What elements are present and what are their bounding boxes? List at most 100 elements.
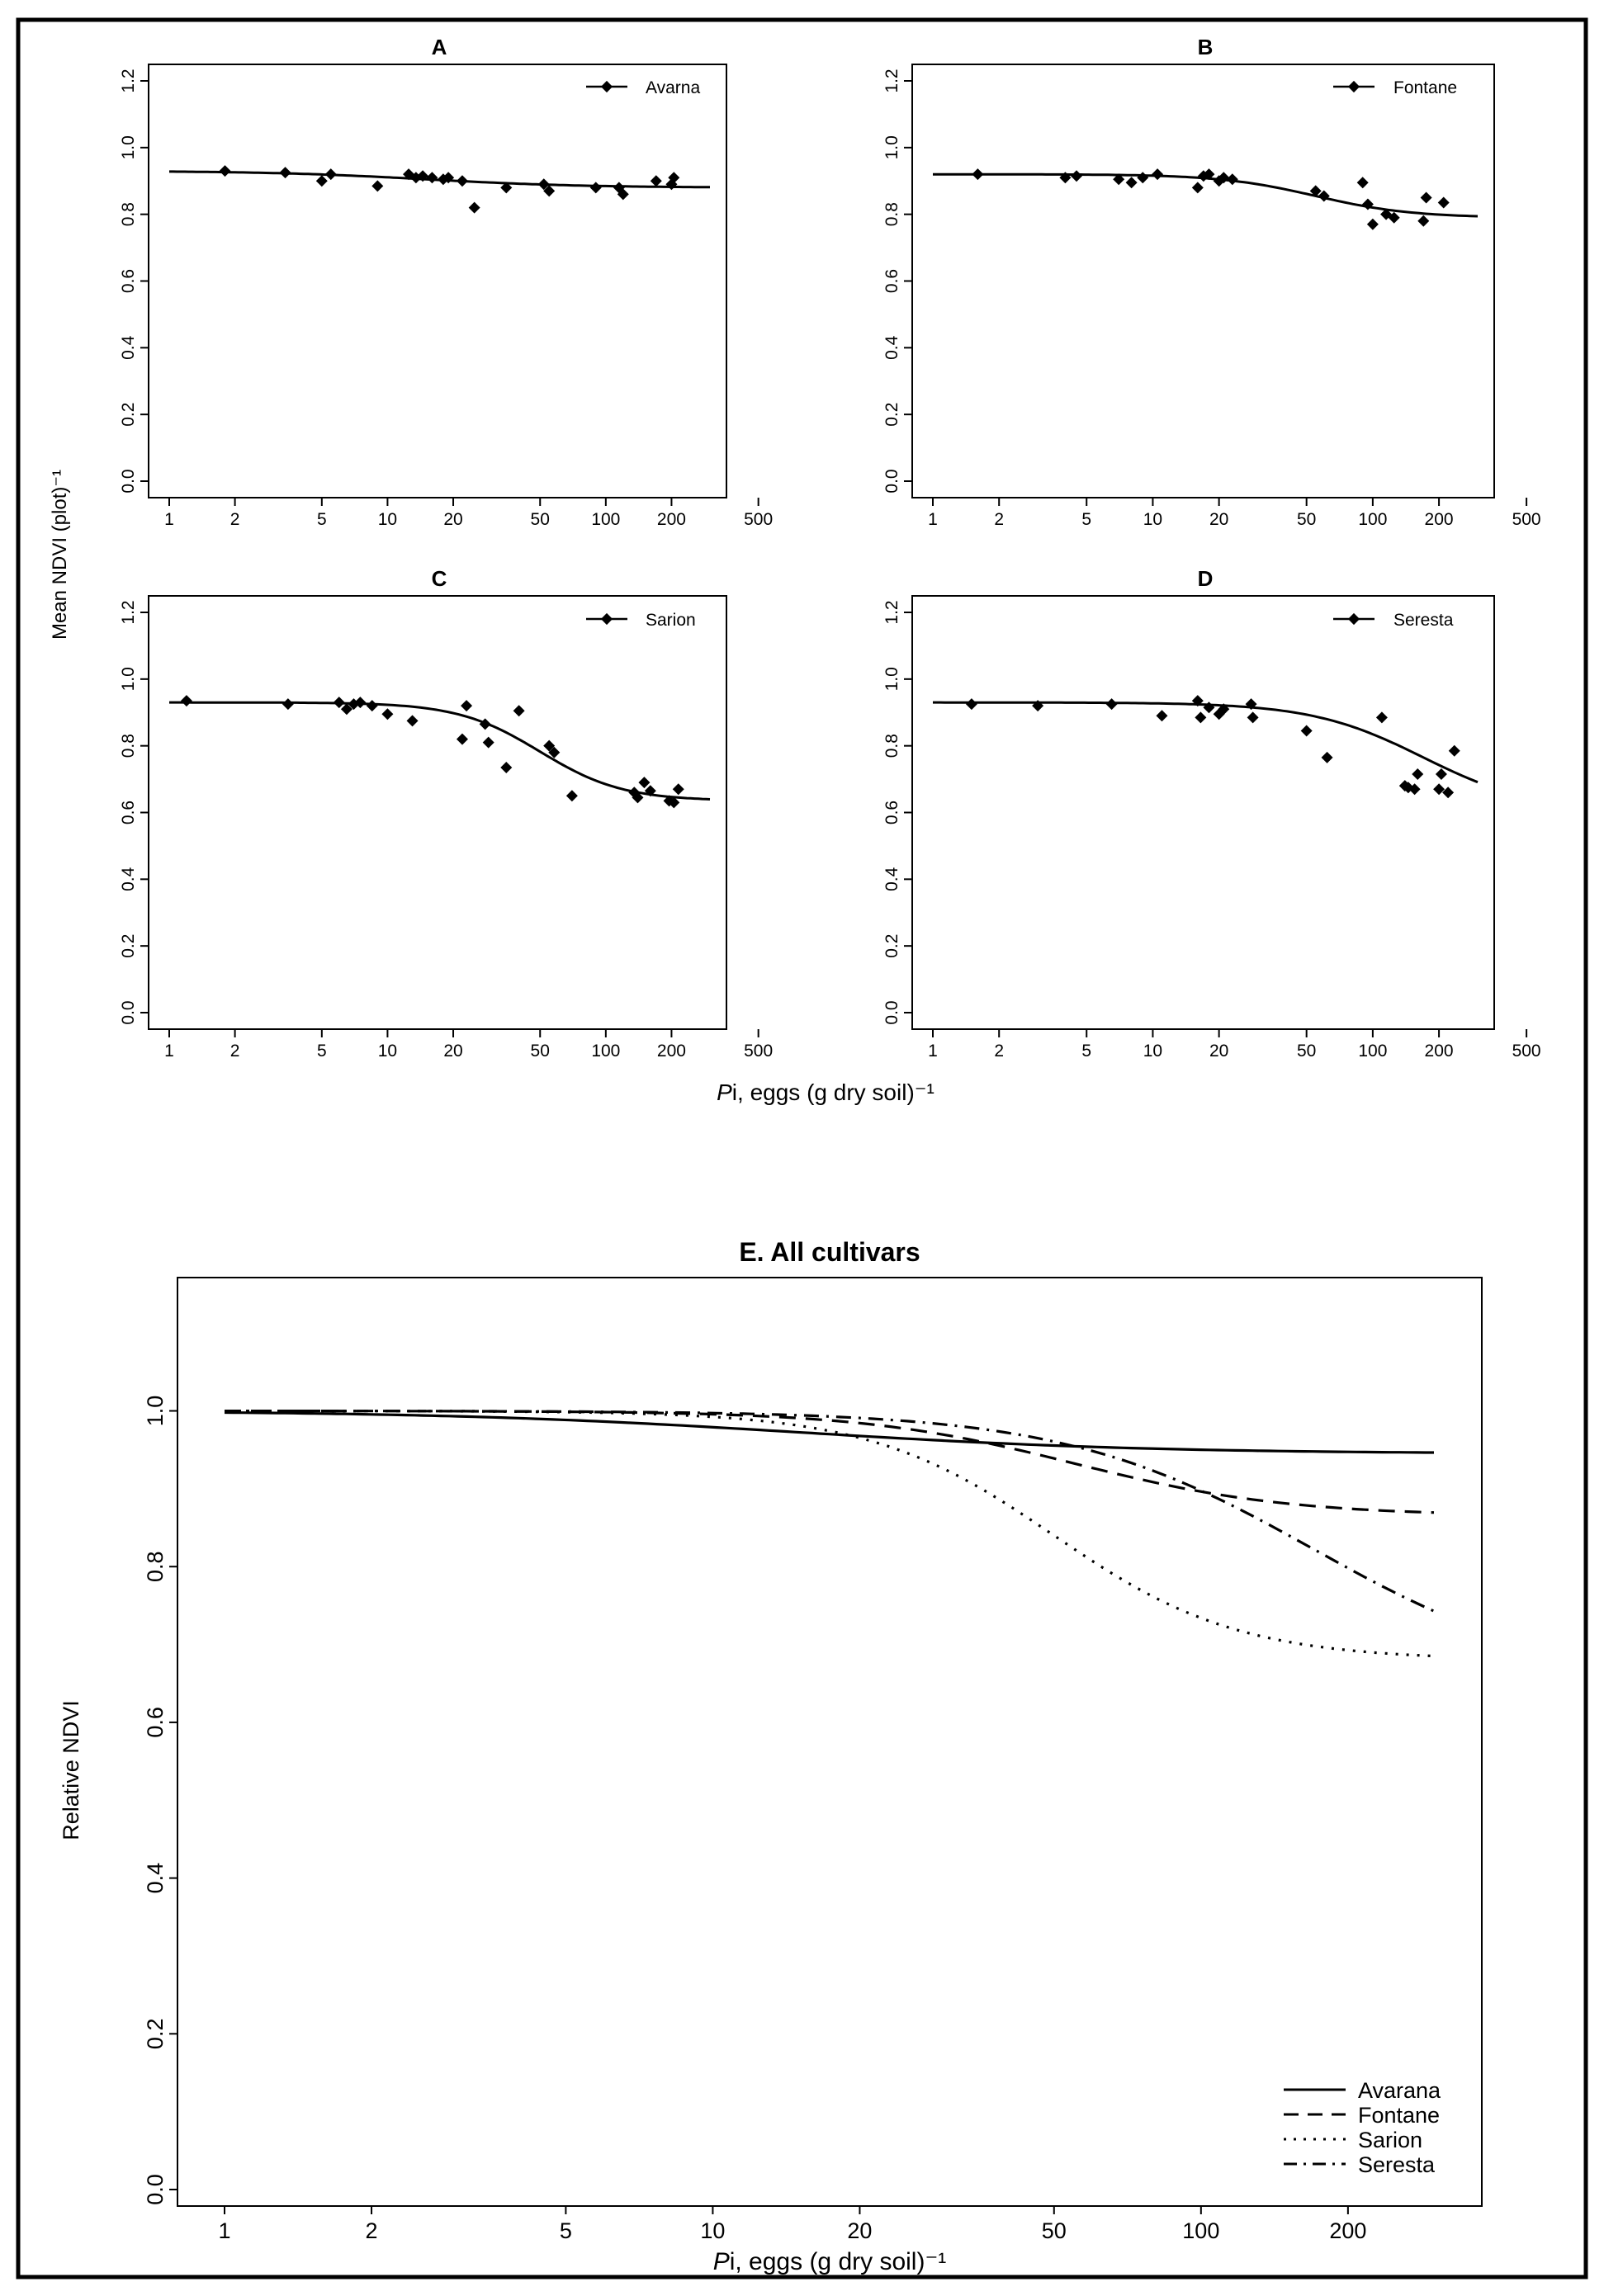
- data-point: [965, 698, 977, 711]
- data-point: [366, 700, 378, 712]
- legend-label-avarana: Avarana: [1358, 2078, 1441, 2103]
- data-point: [381, 708, 394, 720]
- data-point: [1433, 783, 1445, 796]
- x-tick-label: 50: [531, 510, 550, 529]
- legend-label-sarion: Sarion: [1358, 2128, 1422, 2152]
- data-point: [482, 736, 494, 749]
- x-tick-label: 20: [443, 1042, 462, 1061]
- x-tick-label: 500: [744, 510, 773, 529]
- data-point: [1203, 168, 1215, 181]
- data-point: [371, 180, 384, 192]
- series-line-avarana: [224, 1410, 1434, 1454]
- data-point: [972, 168, 984, 181]
- data-point: [1412, 768, 1424, 781]
- y-tick-label: 0.2: [882, 934, 901, 958]
- x-tick-label: 20: [1209, 510, 1228, 529]
- y-tick-label: 0.6: [119, 801, 138, 824]
- panels-x-axis-label: Pi, eggs (g dry soil)⁻¹: [717, 1079, 934, 1105]
- x-tick-label: 1: [928, 510, 938, 529]
- panel-c-marks: [169, 695, 711, 809]
- data-point: [668, 796, 680, 809]
- y-tick-label: 0.8: [119, 734, 138, 758]
- x-tick-label: 5: [1081, 510, 1091, 529]
- y-tick-label: 0.4: [119, 867, 138, 891]
- x-tick-label: 100: [591, 1042, 620, 1061]
- data-point: [426, 172, 438, 184]
- data-point: [1300, 725, 1313, 737]
- data-point: [1125, 177, 1138, 189]
- data-point: [1318, 190, 1330, 202]
- data-point: [315, 175, 328, 187]
- legend-label-fontane: Fontane: [1358, 2103, 1440, 2128]
- data-point: [279, 167, 291, 179]
- x-tick-label: 500: [1512, 510, 1541, 529]
- data-point: [340, 703, 353, 716]
- panel-d-legend-label: Seresta: [1393, 611, 1454, 630]
- data-point: [282, 698, 294, 711]
- data-point: [1375, 711, 1388, 724]
- panel-b-title: B: [1198, 35, 1214, 59]
- panels-y-axis-label: Mean NDVI (plot)⁻¹: [49, 470, 71, 640]
- data-point: [1191, 182, 1204, 194]
- panel-a-marks: [169, 165, 710, 214]
- x-tick-label: 100: [1182, 2218, 1219, 2243]
- x-tick-label: 10: [700, 2218, 725, 2243]
- data-point: [442, 172, 455, 184]
- x-tick-label: 50: [1297, 510, 1316, 529]
- data-point: [333, 697, 345, 709]
- data-point: [1366, 218, 1379, 230]
- data-point: [354, 697, 367, 709]
- y-tick-label: 0.6: [119, 269, 138, 293]
- series-line-sarion: [225, 1410, 1435, 1658]
- data-point: [1203, 702, 1215, 714]
- y-tick-label: 0.8: [119, 202, 138, 226]
- fit-curve: [933, 701, 1479, 784]
- panel-e-legend: Avarana Fontane Sarion Seresta: [1284, 2078, 1441, 2177]
- x-tick-label: 500: [744, 1042, 773, 1061]
- panel-e-x-axis-label-rest: i, eggs (g dry soil)⁻¹: [730, 2248, 947, 2275]
- data-point: [565, 790, 578, 802]
- panel-c-title: C: [432, 566, 447, 591]
- y-tick-label: 0.2: [143, 2019, 168, 2050]
- data-point: [219, 165, 231, 177]
- data-point: [650, 175, 662, 187]
- panel-a-legend-label: Avarna: [646, 78, 700, 97]
- y-tick-label: 1.2: [882, 69, 901, 92]
- data-point: [1408, 783, 1421, 796]
- data-point: [543, 185, 556, 197]
- panel-a: A Avarna 1 2 5 10 20 50 100 200 500 0.0 0.2 0.4 0.6 0…: [119, 35, 773, 529]
- x-tick-label: 2: [366, 2218, 378, 2243]
- x-tick-label: 10: [378, 1042, 397, 1061]
- x-tick-label: 5: [560, 2218, 572, 2243]
- data-point: [456, 175, 468, 187]
- y-tick-label: 0.4: [143, 1863, 168, 1894]
- x-tick-label: 1: [928, 1042, 938, 1061]
- y-tick-label: 0.4: [882, 867, 901, 891]
- fit-curve: [933, 172, 1479, 218]
- data-point: [1105, 698, 1118, 711]
- y-tick-label: 0.6: [882, 801, 901, 824]
- y-tick-label: 0.8: [143, 1551, 168, 1582]
- data-point: [1113, 173, 1125, 186]
- x-tick-label: 50: [1042, 2218, 1067, 2243]
- data-point: [1247, 711, 1259, 724]
- data-point: [513, 705, 525, 717]
- y-tick-label: 1.0: [119, 667, 138, 691]
- data-point: [1156, 710, 1168, 722]
- x-tick-label: 10: [1143, 1042, 1162, 1061]
- data-point: [1218, 703, 1230, 716]
- x-tick-label: 200: [657, 510, 686, 529]
- y-tick-label: 1.2: [882, 600, 901, 624]
- panel-b: B Fontane 1 2 5 10 20 50 100 200 500 0.0 0.2 0.4 0.6…: [882, 35, 1541, 529]
- data-point: [1435, 768, 1447, 781]
- data-point: [1356, 177, 1369, 189]
- y-tick-label: 1.0: [882, 667, 901, 691]
- series-line-seresta: [225, 1410, 1435, 1613]
- x-tick-label: 200: [1329, 2218, 1366, 2243]
- y-tick-label: 0.4: [882, 335, 901, 360]
- data-point: [672, 783, 684, 796]
- panel-b-legend-marker: [1347, 80, 1360, 93]
- panel-e-plot-area: [177, 1277, 1483, 2207]
- y-tick-label: 0.6: [882, 269, 901, 293]
- panel-a-ticks: 1 2 5 10 20 50 100 200 500 0.0 0.2 0.4 0.6 0.8 1.0 1.2: [119, 69, 773, 529]
